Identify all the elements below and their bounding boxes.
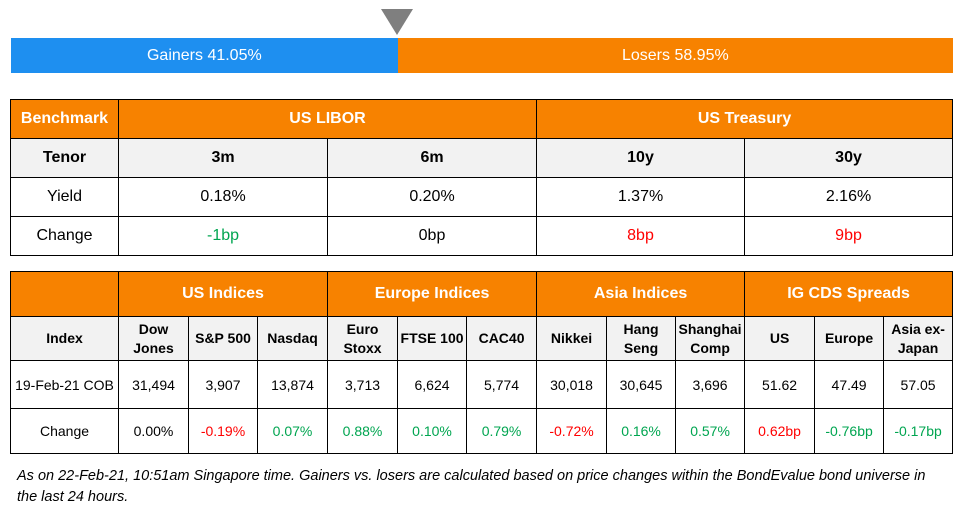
value-cell: 6,624 — [397, 360, 468, 409]
footnote: As on 22-Feb-21, 10:51am Singapore time.… — [17, 468, 926, 505]
value-cell: 30,018 — [536, 360, 608, 409]
tenor-cell: 30y — [744, 138, 954, 178]
value-cell: 13,874 — [256, 360, 329, 409]
index-change-cell: -0.72% — [536, 408, 608, 454]
europe-indices-header: Europe Indices — [327, 271, 538, 317]
index-change-cell: 0.10% — [397, 408, 468, 454]
us-libor-header: US LIBOR — [117, 99, 538, 139]
tenor-cell: 3m — [118, 138, 328, 178]
tenor-cell: 10y — [536, 138, 746, 178]
value-cell: 51.62 — [744, 360, 816, 409]
index-change-cell: 0.62bp — [744, 408, 816, 454]
yield-cell: 1.37% — [536, 177, 746, 217]
value-cell: 57.05 — [883, 360, 954, 409]
rate-change-cell: 8bp — [536, 216, 746, 256]
value-cell: 3,696 — [675, 360, 746, 409]
column-header: Dow Jones — [118, 316, 189, 361]
value-cell: 5,774 — [466, 360, 538, 409]
tenor-label: Tenor — [10, 138, 119, 178]
rate-change-cell: 9bp — [744, 216, 954, 256]
column-header: S&P 500 — [188, 316, 258, 361]
column-header: Hang Seng — [606, 316, 677, 361]
value-cell: 3,713 — [327, 360, 399, 409]
column-header: US — [744, 316, 816, 361]
index-change-cell: 0.16% — [606, 408, 677, 454]
us-treasury-header: US Treasury — [536, 99, 954, 139]
value-cell: 47.49 — [814, 360, 885, 409]
index-group-blank — [10, 271, 119, 317]
column-header: Euro Stoxx — [327, 316, 399, 361]
index-change-cell: -0.76bp — [814, 408, 885, 454]
index-change-cell: -0.19% — [188, 408, 258, 454]
index-change-cell: 0.88% — [327, 408, 399, 454]
change-label: Change — [10, 216, 119, 256]
gainers-losers-bar: Gainers 41.05% Losers 58.95% — [11, 38, 953, 73]
gainers-losers-marker — [381, 9, 413, 35]
column-header: CAC40 — [466, 316, 538, 361]
yield-cell: 2.16% — [744, 177, 954, 217]
value-cell: 31,494 — [118, 360, 189, 409]
column-header: Europe — [814, 316, 885, 361]
ig-cds-spreads-header: IG CDS Spreads — [744, 271, 954, 317]
index-change-cell: 0.57% — [675, 408, 746, 454]
yield-label: Yield — [10, 177, 119, 217]
losers-segment: Losers 58.95% — [397, 38, 953, 73]
yield-cell: 0.18% — [118, 177, 328, 217]
rate-change-cell: -1bp — [118, 216, 328, 256]
change-label: Change — [10, 408, 119, 454]
date-label: 19-Feb-21 COB — [10, 360, 119, 409]
index-label: Index — [10, 316, 119, 361]
column-header: FTSE 100 — [397, 316, 468, 361]
value-cell: 3,907 — [188, 360, 258, 409]
column-header: Nikkei — [536, 316, 608, 361]
tenor-cell: 6m — [326, 138, 538, 178]
yield-cell: 0.20% — [326, 177, 538, 217]
column-header: Asia ex-Japan — [883, 316, 954, 361]
rates-table: Benchmark US LIBOR US Treasury Tenor 3m … — [10, 99, 954, 256]
column-header: Nasdaq — [256, 316, 329, 361]
indices-table: US Indices Europe Indices Asia Indices I… — [10, 271, 954, 454]
asia-indices-header: Asia Indices — [536, 271, 746, 317]
us-indices-header: US Indices — [117, 271, 329, 317]
index-change-cell: 0.07% — [256, 408, 329, 454]
index-change-cell: 0.79% — [466, 408, 538, 454]
benchmark-header: Benchmark — [10, 99, 119, 139]
index-change-cell: -0.17bp — [883, 408, 954, 454]
index-change-cell: 0.00% — [118, 408, 189, 454]
value-cell: 30,645 — [606, 360, 677, 409]
gainers-segment: Gainers 41.05% — [11, 38, 398, 73]
column-header: Shanghai Comp — [675, 316, 746, 361]
rate-change-cell: 0bp — [326, 216, 538, 256]
